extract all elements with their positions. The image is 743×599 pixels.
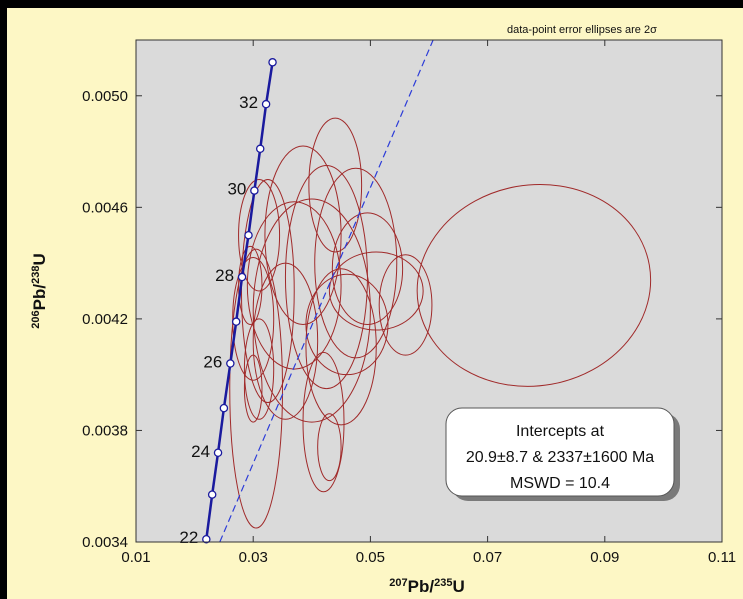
error-ellipse-16 — [243, 318, 275, 420]
error-ellipse-20 — [302, 351, 345, 493]
age-marker-9 — [250, 186, 259, 195]
intercept-box: Intercepts at 20.9±8.7 & 2337±1600 Ma MS… — [445, 407, 680, 501]
error-ellipse-22 — [378, 254, 433, 356]
concordia-curve — [205, 62, 274, 540]
y-tick-label: 0.0046 — [82, 199, 128, 216]
x-tick-label: 0.03 — [239, 549, 268, 566]
error-ellipse-12 — [305, 268, 377, 426]
x-tick-label: 0.07 — [473, 549, 502, 566]
discordia-line — [219, 40, 434, 542]
error-ellipse-1 — [416, 183, 652, 387]
age-label-26: 26 — [203, 353, 222, 372]
x-tick-label: 0.11 — [708, 549, 736, 566]
error-ellipse-4 — [314, 167, 398, 359]
age-label-30: 30 — [227, 180, 246, 199]
age-marker-8 — [244, 230, 253, 240]
error-ellipse-14 — [232, 257, 275, 381]
x-tick-label: 0.09 — [590, 549, 619, 566]
error-ellipse-7 — [331, 212, 404, 325]
error-ellipse-8 — [305, 273, 389, 376]
age-marker-6 — [231, 317, 241, 326]
age-marker-11 — [261, 99, 271, 109]
mswd-value: MSWD = 10.4 — [510, 475, 610, 492]
x-axis-title: 207Pb/235U — [389, 577, 464, 596]
curve-layer — [205, 40, 434, 542]
age-label-24: 24 — [191, 442, 210, 461]
age-marker-5 — [226, 359, 235, 368]
error-ellipse-note: data-point error ellipses are 2σ — [507, 24, 657, 36]
error-ellipse-3 — [252, 198, 371, 423]
age-label-22: 22 — [179, 528, 198, 547]
error-ellipse-15 — [243, 354, 263, 423]
x-tick-label: 0.01 — [121, 549, 150, 566]
plot-border — [135, 39, 723, 543]
age-marker-2 — [207, 490, 217, 499]
age-label-32: 32 — [239, 93, 258, 112]
age-marker-4 — [219, 403, 229, 413]
x-tick-label: 0.05 — [356, 549, 385, 566]
intercept-values: 20.9±8.7 & 2337±1600 Ma — [466, 449, 654, 466]
y-tick-label: 0.0034 — [82, 534, 128, 551]
error-ellipse-18 — [229, 248, 284, 529]
y-axis-title: 206Pb/238U — [30, 253, 49, 328]
y-tick-label: 0.0038 — [82, 422, 128, 439]
error-ellipse-9 — [328, 251, 424, 331]
age-marker-12 — [268, 58, 277, 67]
error-ellipse-19 — [238, 178, 281, 292]
age-marker-1 — [202, 534, 211, 544]
error-ellipse-10 — [252, 262, 319, 420]
age-marker-10 — [255, 144, 265, 154]
y-tick-label: 0.0042 — [82, 311, 128, 328]
error-ellipse-11 — [246, 201, 342, 370]
error-ellipse-6 — [264, 145, 342, 325]
chart-frame: 22 24 26 28 30 32 0.01 0.03 0.05 0.07 0.09 0.11 0.0… — [7, 8, 743, 599]
error-ellipses — [229, 117, 652, 529]
age-marker-7 — [237, 272, 247, 282]
age-label-28: 28 — [215, 266, 234, 285]
error-ellipse-5 — [308, 117, 363, 253]
y-tick-label: 0.0050 — [82, 88, 128, 105]
concordia-age-markers — [202, 58, 277, 544]
error-ellipse-21 — [317, 413, 342, 482]
age-marker-3 — [213, 448, 223, 458]
axes: 0.01 0.03 0.05 0.07 0.09 0.11 0.0034 0.0038 0.00… — [82, 40, 736, 566]
intercept-title: Intercepts at — [516, 423, 605, 440]
